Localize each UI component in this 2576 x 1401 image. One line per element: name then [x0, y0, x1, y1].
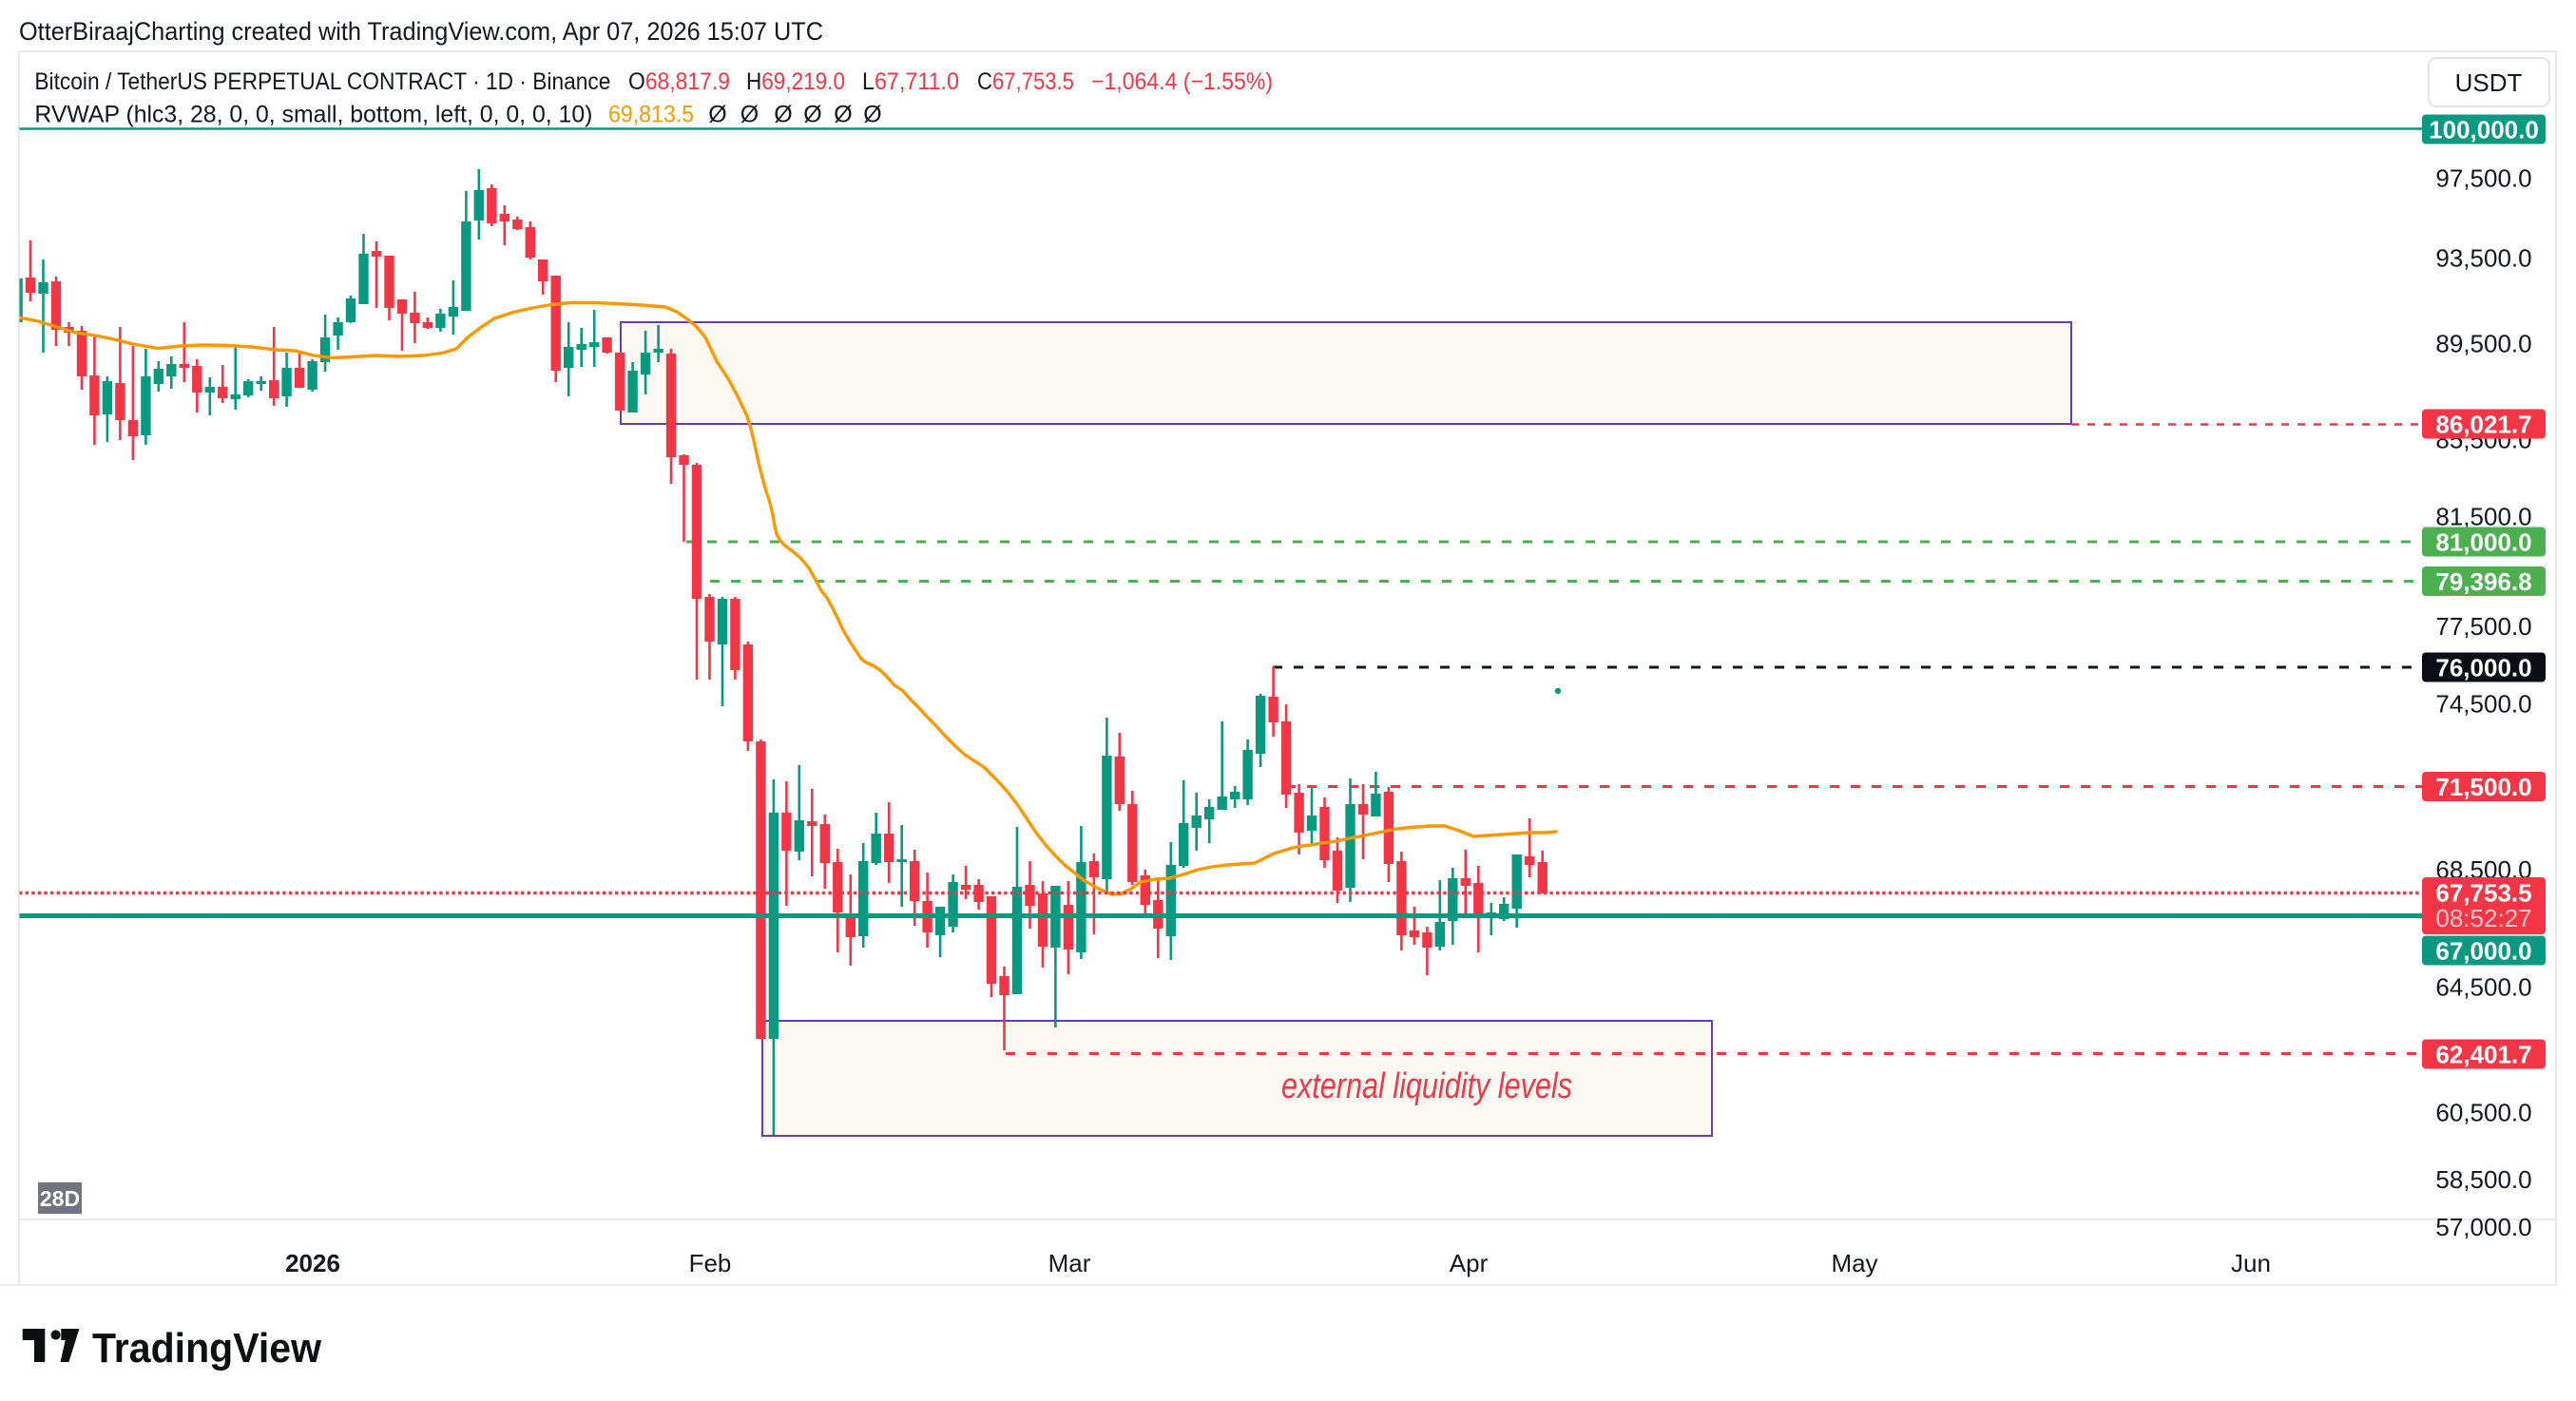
svg-text:H69,219.0: H69,219.0: [746, 68, 845, 95]
svg-text:81,000.0: 81,000.0: [2435, 528, 2531, 557]
svg-text:Ø: Ø: [834, 102, 852, 128]
svg-text:93,500.0: 93,500.0: [2435, 244, 2531, 273]
svg-text:77,500.0: 77,500.0: [2435, 612, 2531, 641]
svg-text:Ø: Ø: [708, 102, 726, 128]
svg-text:May: May: [1831, 1249, 1877, 1277]
svg-text:Ø: Ø: [774, 102, 792, 128]
svg-text:Ø: Ø: [803, 102, 821, 128]
svg-text:OtterBiraajCharting created wi: OtterBiraajCharting created with Trading…: [19, 17, 823, 46]
svg-text:64,500.0: 64,500.0: [2435, 973, 2531, 1002]
svg-text:TradingView: TradingView: [92, 1325, 322, 1372]
svg-text:76,000.0: 76,000.0: [2435, 654, 2531, 682]
svg-text:97,500.0: 97,500.0: [2435, 164, 2531, 193]
svg-text:71,500.0: 71,500.0: [2435, 773, 2531, 801]
svg-text:86,021.7: 86,021.7: [2435, 411, 2531, 439]
svg-text:−1,064.4 (−1.55%): −1,064.4 (−1.55%): [1091, 68, 1273, 95]
svg-text:67,000.0: 67,000.0: [2435, 937, 2531, 966]
svg-text:USDT: USDT: [2455, 68, 2523, 97]
svg-text:60,500.0: 60,500.0: [2435, 1099, 2531, 1127]
svg-text:2026: 2026: [285, 1249, 340, 1277]
svg-text:Mar: Mar: [1048, 1249, 1091, 1277]
svg-text:RVWAP (hlc3, 28, 0, 0, small,: RVWAP (hlc3, 28, 0, 0, small, bottom, le…: [34, 102, 592, 128]
svg-text:81,500.0: 81,500.0: [2435, 503, 2531, 531]
svg-text:external liquidity levels: external liquidity levels: [1281, 1066, 1572, 1106]
svg-text:69,813.5: 69,813.5: [608, 102, 694, 128]
svg-text:62,401.7: 62,401.7: [2435, 1041, 2531, 1069]
svg-text:Ø: Ø: [740, 102, 759, 128]
svg-text:58,500.0: 58,500.0: [2435, 1165, 2531, 1194]
svg-text:Jun: Jun: [2231, 1249, 2271, 1277]
svg-text:Ø: Ø: [863, 102, 881, 128]
svg-text:100,000.0: 100,000.0: [2429, 116, 2539, 144]
svg-text:28D: 28D: [40, 1186, 80, 1211]
svg-text:Apr: Apr: [1450, 1249, 1489, 1277]
svg-text:57,000.0: 57,000.0: [2435, 1213, 2531, 1241]
svg-text:O68,817.9: O68,817.9: [628, 68, 730, 95]
svg-text:L67,711.0: L67,711.0: [862, 68, 959, 95]
svg-text:89,500.0: 89,500.0: [2435, 330, 2531, 358]
svg-text:Feb: Feb: [689, 1249, 732, 1277]
svg-text:08:52:27: 08:52:27: [2435, 904, 2531, 932]
svg-text:Bitcoin / TetherUS PERPETUAL C: Bitcoin / TetherUS PERPETUAL CONTRACT · …: [34, 68, 610, 95]
svg-text:C67,753.5: C67,753.5: [977, 68, 1074, 95]
svg-text:67,753.5: 67,753.5: [2435, 879, 2531, 908]
svg-text:79,396.8: 79,396.8: [2435, 567, 2531, 596]
svg-text:74,500.0: 74,500.0: [2435, 690, 2531, 719]
